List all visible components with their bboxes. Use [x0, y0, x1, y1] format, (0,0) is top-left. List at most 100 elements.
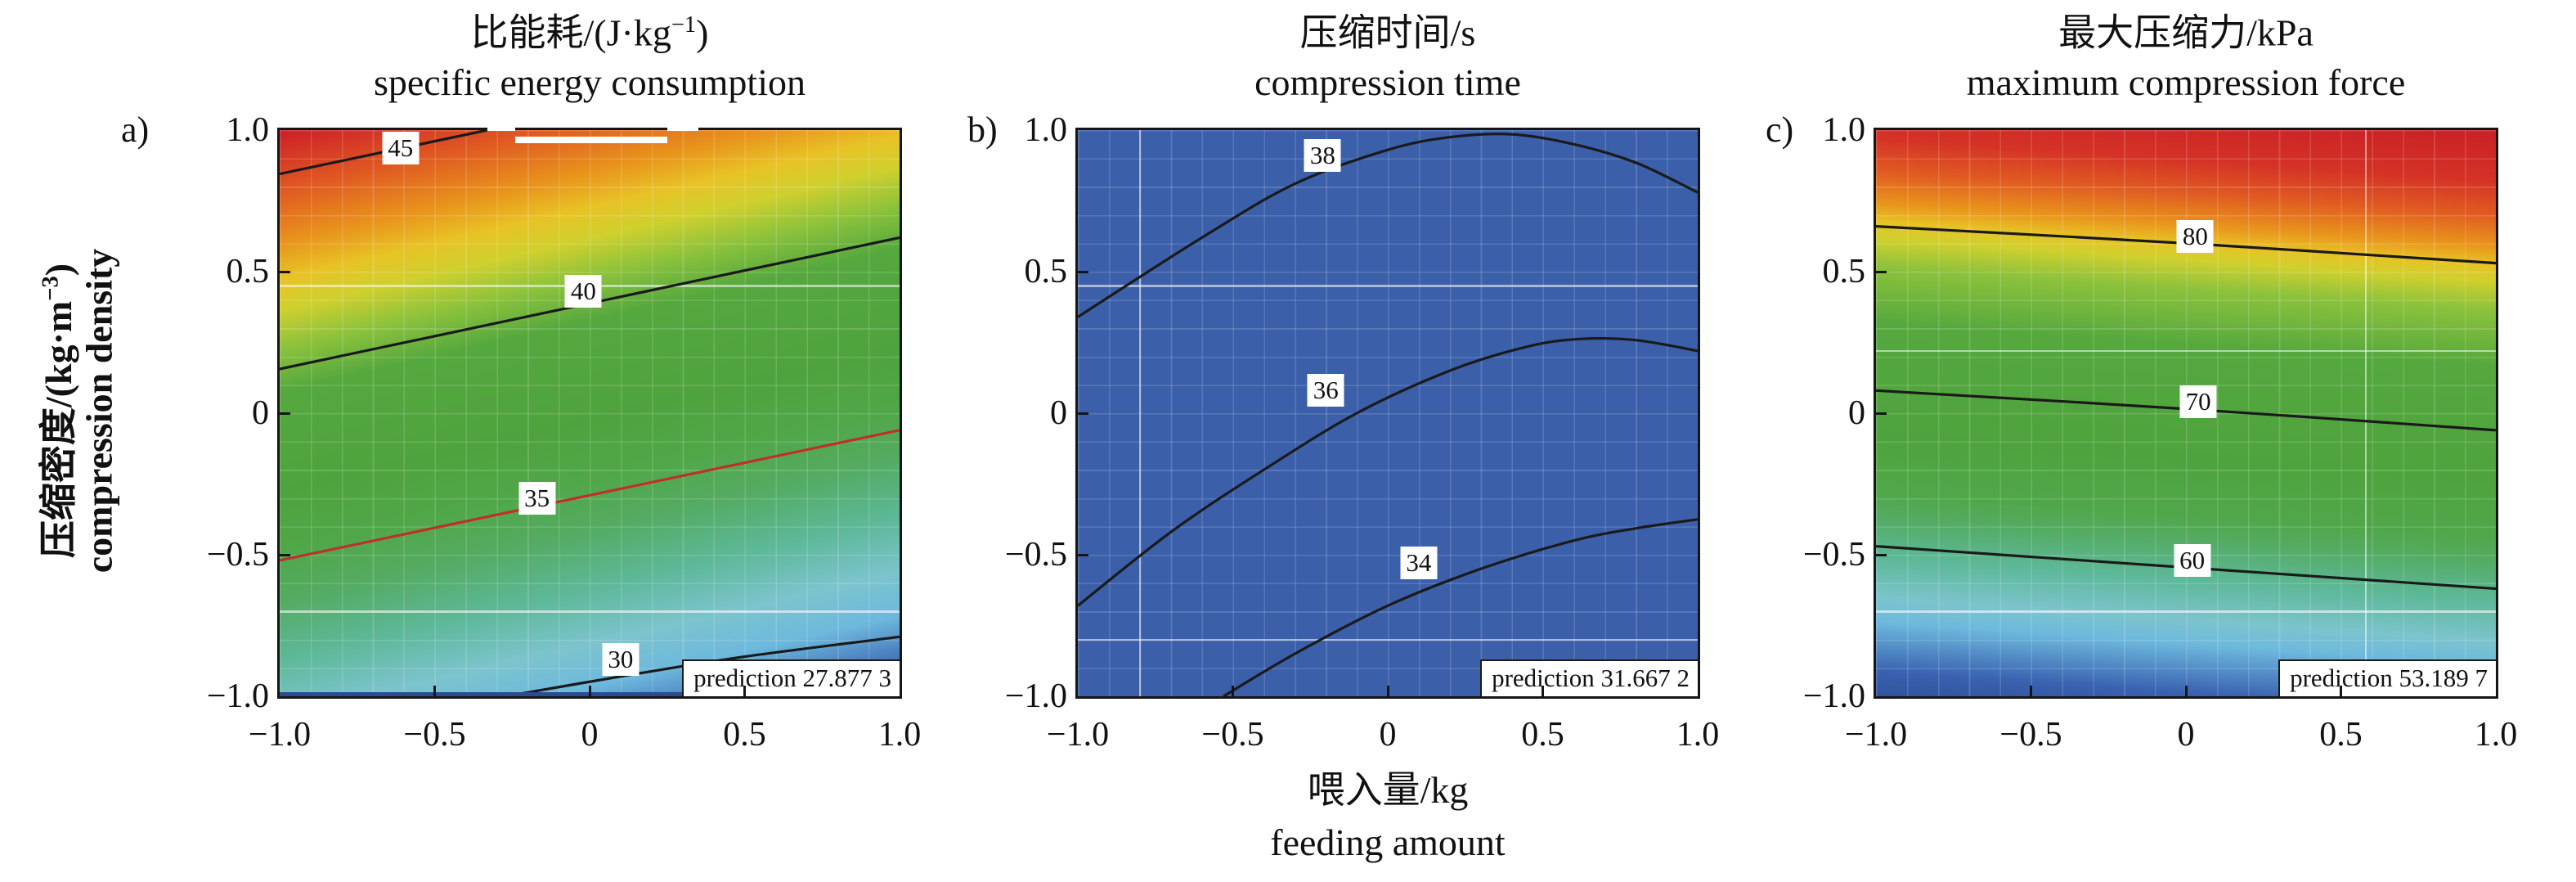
x-axis-tick [2340, 686, 2342, 696]
x-tick-label: −0.5 [1999, 716, 2062, 754]
y-axis-label-cn-sup: −3 [38, 276, 64, 301]
contour-label: 34 [1400, 547, 1438, 580]
contour-line-36 [1078, 336, 1698, 607]
panel-a-plot-area: prediction 27.877 3 45 40 35 30 [277, 128, 902, 699]
contour-line-38 [1078, 133, 1698, 318]
panel-c-letter: c) [1766, 110, 1794, 150]
x-tick-label: 0.5 [723, 716, 766, 754]
contour-label: 36 [1307, 374, 1344, 407]
y-axis-label-cn: 压缩密度/(kg·m−3) [29, 263, 83, 558]
y-tick-label: 0 [252, 394, 269, 432]
y-axis-tick [280, 553, 290, 556]
contour-line-34 [1223, 518, 1698, 696]
border-gap [666, 128, 698, 131]
contour-label: 30 [602, 643, 640, 677]
x-tick-label: −1.0 [1844, 716, 1908, 754]
gridline-bright [1078, 638, 1698, 641]
x-axis-tick [588, 686, 591, 696]
y-axis-tick [280, 270, 290, 273]
x-tick-label: 1.0 [2474, 716, 2518, 754]
x-axis-tick [1542, 686, 1544, 696]
gridline-bright [2364, 130, 2367, 696]
panel-b-title-cn: 压缩时间/s [1078, 0, 1698, 58]
y-tick-label: −0.5 [1802, 536, 1865, 574]
x-tick-label: 0 [2177, 716, 2195, 754]
y-axis-tick [1078, 270, 1088, 273]
y-tick-label: −0.5 [206, 536, 269, 574]
top-white-bar [515, 137, 667, 144]
x-tick-label: 1.0 [1676, 716, 1720, 754]
contour-label: 35 [518, 481, 556, 515]
x-axis-tick [1386, 686, 1389, 696]
x-axis-label-en: feeding amount [1270, 821, 1506, 863]
panel-b-title: 压缩时间/s compression time [1078, 0, 1698, 107]
x-axis-tick [1232, 686, 1234, 696]
gridline-bright [1876, 610, 2496, 613]
panel-a-title-cn-text: 比能耗/(J·kg [470, 11, 671, 54]
x-axis-tick [743, 686, 746, 696]
x-tick-label: 1.0 [877, 716, 922, 754]
x-axis-tick [2030, 686, 2032, 696]
contour-lines [280, 130, 900, 696]
gridline-bright [1876, 349, 2496, 353]
contour-lines [1078, 133, 1698, 696]
x-tick-label: 0.5 [1521, 716, 1564, 754]
x-tick-label: −1.0 [1046, 716, 1110, 754]
x-tick-label: 0 [1379, 716, 1397, 754]
gridline-bright [1138, 130, 1142, 696]
panel-c-prediction-box: prediction 53.189 7 [2278, 659, 2496, 696]
y-tick-label: −1.0 [206, 677, 269, 715]
x-axis-label-cn: 喂入量/kg [1307, 769, 1469, 811]
y-tick-label: −1.0 [1004, 677, 1067, 715]
panel-c-plot-area: prediction 53.189 7 80 70 60 [1874, 128, 2498, 699]
contour-label: 60 [2174, 543, 2211, 577]
y-axis-label-en: compression density [78, 248, 120, 574]
y-axis-label-cn-text: 压缩密度/(kg·m [38, 300, 79, 559]
y-axis-tick [1876, 412, 1887, 415]
contour-label: 45 [382, 132, 420, 165]
contour-label: 80 [2176, 219, 2214, 253]
x-tick-label: −1.0 [248, 716, 312, 754]
panel-c-title: 最大压缩力/kPa maximum compression force [1876, 0, 2496, 107]
y-tick-label: −1.0 [1802, 677, 1865, 715]
panel-a-title: 比能耗/(J·kg−1) specific energy consumption [280, 0, 900, 107]
panel-b-letter: b) [967, 110, 998, 150]
contour-line-35 [280, 429, 900, 562]
panel-b-prediction-box: prediction 31.667 2 [1480, 659, 1698, 696]
x-tick-label: −0.5 [403, 716, 466, 754]
y-tick-label: 0 [1050, 394, 1067, 432]
panel-b-plot-area: prediction 31.667 2 38 36 34 [1075, 128, 1700, 699]
y-tick-label: 0 [1848, 394, 1865, 432]
panel-a-title-cn-close: ) [696, 11, 709, 54]
x-axis-tick [433, 686, 436, 696]
contour-label: 40 [564, 275, 602, 308]
x-tick-label: −0.5 [1201, 716, 1264, 754]
panel-a-prediction-box: prediction 27.877 3 [682, 659, 900, 696]
panel-b-title-en: compression time [1254, 61, 1521, 104]
gridline-bright [280, 610, 900, 613]
border-gap [487, 128, 516, 131]
y-axis-tick [1876, 270, 1887, 273]
y-tick-label: 0.5 [1822, 253, 1866, 290]
y-axis-tick [1078, 412, 1088, 415]
panel-c-title-en: maximum compression force [1966, 61, 2406, 104]
y-tick-label: 1.0 [226, 111, 270, 149]
panel-c-title-cn: 最大压缩力/kPa [1876, 0, 2496, 58]
panel-b-title-cn-text: 压缩时间/s [1299, 11, 1476, 54]
y-tick-label: 0.5 [226, 253, 270, 290]
panel-a-title-cn: 比能耗/(J·kg−1) [280, 0, 900, 58]
panel-a-letter: a) [121, 110, 150, 150]
y-axis-tick [280, 412, 290, 415]
contour-label: 38 [1304, 139, 1341, 173]
x-axis-tick [2184, 686, 2188, 696]
x-tick-label: 0 [581, 716, 599, 754]
panel-a-title-en: specific energy consumption [373, 61, 806, 104]
panel-c-title-cn-text: 最大压缩力/kPa [2058, 11, 2313, 54]
x-tick-label: 0.5 [2319, 716, 2363, 754]
contour-label: 70 [2179, 385, 2217, 419]
gridline-bright [1078, 285, 1698, 287]
y-tick-label: 0.5 [1024, 253, 1068, 290]
y-axis-label-cn-close: ) [38, 263, 79, 277]
y-axis-tick [1078, 553, 1088, 556]
